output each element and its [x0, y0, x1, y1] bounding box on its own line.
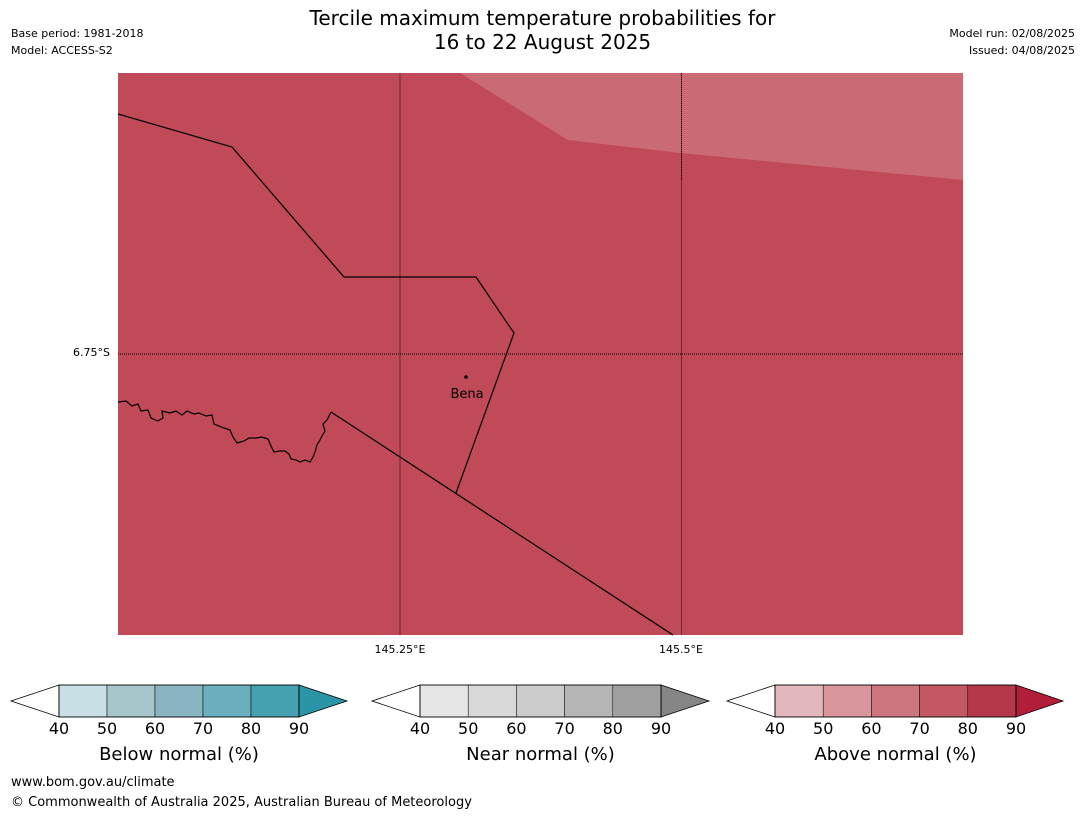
footer-url[interactable]: www.bom.gov.au/climate: [11, 775, 175, 790]
colorbar-above-bin: [871, 684, 920, 718]
colorbar-below-upper-extend: [298, 684, 349, 718]
meta-right: Model run: 02/08/2025 Issued: 04/08/2025: [949, 25, 1075, 59]
colorbar-near-tick: 80: [602, 719, 623, 738]
colorbars: [9, 684, 1065, 718]
colorbar-near-bin: [564, 684, 614, 718]
province-boundary-north: [117, 113, 515, 494]
lon-label-145-25e: 145.25°E: [374, 643, 426, 656]
colorbar-above-tick: 90: [1005, 719, 1027, 738]
colorbar-below: [9, 684, 349, 718]
lat-label-6-75s: 6.75°S: [73, 346, 110, 359]
colorbar-below-bin: [106, 684, 156, 718]
colorbar-above-tick: 70: [909, 719, 930, 738]
colorbar-above-bin: [919, 684, 969, 718]
colorbar-near-bin: [516, 684, 565, 718]
model-run: Model run: 02/08/2025: [949, 27, 1075, 40]
colorbar-near-tick: 70: [554, 719, 575, 738]
lon-label-145-5e: 145.5°E: [659, 643, 703, 656]
colorbar-near-title: Near normal (%): [466, 744, 615, 765]
colorbar-below-bin: [58, 684, 108, 718]
colorbar-above-bin: [822, 684, 872, 718]
colorbar-above-tick: 60: [861, 719, 882, 738]
colorbar-below-bin: [202, 684, 252, 718]
colorbar-near-bin: [419, 684, 469, 718]
colorbar-above-bin: [774, 684, 824, 718]
colorbar-below-outline: [58, 684, 300, 718]
colorbar-above-upper-extend: [1015, 684, 1065, 718]
colorbar-below-tick: 80: [240, 719, 262, 738]
colorbar-below-tick: 90: [288, 719, 310, 738]
colorbar-near-lower-extend: [370, 684, 421, 718]
colorbar-above-title: Above normal (%): [814, 744, 977, 765]
colorbar-above: [725, 684, 1065, 718]
colorbar-below-title: Below normal (%): [99, 744, 259, 765]
colorbar-above-tick: 50: [813, 719, 834, 738]
colorbar-above-outline: [774, 684, 1017, 718]
colorbar-near-bin: [612, 684, 662, 718]
colorbar-below-tick: 40: [48, 719, 70, 738]
colorbar-below-lower-extend: [9, 684, 60, 718]
place-label-bena: Bena: [450, 387, 484, 402]
colorbar-below-tick: 50: [96, 719, 118, 738]
map-title: Tercile maximum temperature probabilitie…: [0, 6, 1085, 54]
map-fill-above-70-80: [460, 73, 963, 180]
colorbar-below-bin: [154, 684, 204, 718]
bena-town-marker: [464, 375, 468, 379]
meta-left: Base period: 1981-2018 Model: ACCESS-S2: [11, 25, 143, 59]
colorbar-near-tick: 60: [506, 719, 527, 738]
river-boundary: [117, 400, 332, 463]
colorbar-below-bin: [250, 684, 300, 718]
colorbar-near-tick: 90: [650, 719, 672, 738]
colorbar-near-outline: [419, 684, 662, 718]
colorbar-above-tick: 40: [764, 719, 786, 738]
province-boundary-south: [330, 411, 674, 636]
colorbar-near: [370, 684, 711, 718]
colorbar-below-tick: 60: [144, 719, 166, 738]
colorbar-near-bin: [467, 684, 517, 718]
colorbar-below-tick: 70: [192, 719, 214, 738]
title-line-1: Tercile maximum temperature probabilitie…: [309, 6, 776, 30]
footer-copyright: © Commonwealth of Australia 2025, Austra…: [11, 795, 472, 810]
model-name: Model: ACCESS-S2: [11, 44, 113, 57]
colorbar-above-lower-extend: [725, 684, 776, 718]
colorbar-above-bin: [967, 684, 1017, 718]
colorbar-near-upper-extend: [660, 684, 711, 718]
colorbar-near-tick: 40: [409, 719, 431, 738]
base-period: Base period: 1981-2018: [11, 27, 144, 40]
colorbar-near-tick: 50: [458, 719, 479, 738]
colorbar-above-tick: 80: [957, 719, 978, 738]
title-line-2: 16 to 22 August 2025: [433, 30, 652, 54]
issued-date: Issued: 04/08/2025: [968, 44, 1075, 57]
